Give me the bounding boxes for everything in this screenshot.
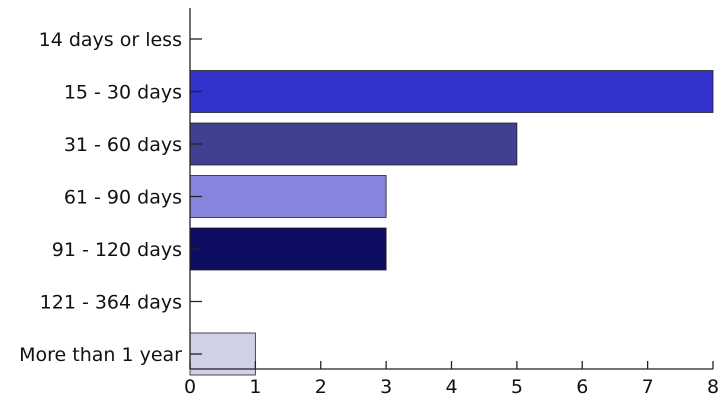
x-tick-label: 4 xyxy=(445,376,457,398)
x-tick-label: 3 xyxy=(380,376,392,398)
x-tick-label: 0 xyxy=(184,376,196,398)
bar-2 xyxy=(189,70,714,113)
axes-layer xyxy=(189,8,714,370)
x-tick-label: 2 xyxy=(315,376,327,398)
bar-4 xyxy=(189,175,387,218)
x-tick-label: 5 xyxy=(511,376,523,398)
x-tick-label: 6 xyxy=(576,376,588,398)
category-label: 31 - 60 days xyxy=(64,134,182,156)
bar-5 xyxy=(189,227,387,271)
x-tick-label: 8 xyxy=(707,376,719,398)
category-label: 14 days or less xyxy=(39,29,182,51)
labels-layer: 14 days or less 15 - 30 days 31 - 60 days 6… xyxy=(19,29,719,398)
category-label: 15 - 30 days xyxy=(64,82,182,104)
x-tick-label: 1 xyxy=(249,376,261,398)
x-tick-label: 7 xyxy=(642,376,654,398)
category-label: 91 - 120 days xyxy=(52,239,182,261)
category-label: 61 - 90 days xyxy=(64,187,182,209)
category-label: 121 - 364 days xyxy=(40,292,182,314)
bars-layer xyxy=(189,70,714,376)
category-label: More than 1 year xyxy=(19,344,182,366)
bar-3 xyxy=(189,122,518,166)
